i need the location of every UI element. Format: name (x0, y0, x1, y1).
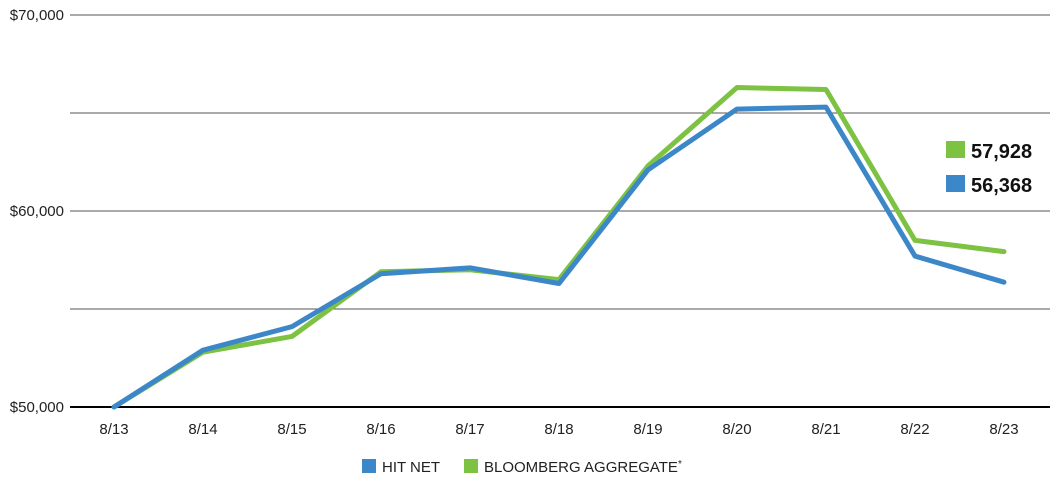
legend-label: BLOOMBERG AGGREGATE* (484, 459, 682, 476)
legend: HIT NET BLOOMBERG AGGREGATE* (362, 459, 682, 476)
x-tick-label: 8/16 (366, 421, 395, 438)
series-line-hit-net (111, 104, 1007, 410)
grid-lines (70, 14, 1050, 408)
end-label-value: 57,928 (971, 141, 1032, 163)
x-tick-label: 8/19 (633, 421, 662, 438)
series-line-bloomberg-aggregate (111, 85, 1007, 410)
y-tick-label: $50,000 (10, 399, 64, 416)
y-tick-label: $70,000 (10, 7, 64, 24)
legend-swatch (464, 459, 478, 473)
end-labels: 57,928 56,368 (946, 141, 1032, 197)
x-tick-label: 8/18 (544, 421, 573, 438)
y-tick-label: $60,000 (10, 203, 64, 220)
x-tick-label: 8/15 (277, 421, 306, 438)
x-tick-label: 8/20 (722, 421, 751, 438)
x-axis-ticks: 8/13 8/14 8/15 8/16 8/17 8/18 8/19 8/20 8/21 8/22… (99, 421, 1018, 438)
end-label-swatch (946, 175, 965, 192)
x-tick-label: 8/13 (99, 421, 128, 438)
series-lines (111, 85, 1007, 410)
legend-swatch (362, 459, 376, 473)
end-label-swatch (946, 141, 965, 158)
y-axis-ticks: $50,000 $60,000 $70,000 (10, 7, 64, 416)
x-tick-label: 8/23 (989, 421, 1018, 438)
x-tick-label: 8/21 (811, 421, 840, 438)
legend-label: HIT NET (382, 459, 440, 476)
x-tick-label: 8/17 (455, 421, 484, 438)
end-label-value: 56,368 (971, 175, 1032, 197)
x-tick-label: 8/14 (188, 421, 217, 438)
x-tick-label: 8/22 (900, 421, 929, 438)
